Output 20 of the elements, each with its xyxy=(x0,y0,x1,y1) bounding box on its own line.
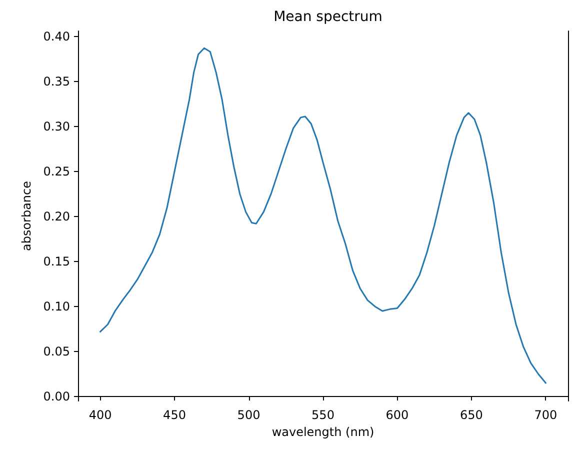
y-tick-label: 0.35 xyxy=(43,74,70,88)
x-tick-label: 550 xyxy=(312,408,334,422)
x-tick-label: 600 xyxy=(386,408,409,422)
x-tick-label: 650 xyxy=(460,408,483,422)
y-tick-label: 0.30 xyxy=(43,119,70,134)
x-axis-title: wavelength (nm) xyxy=(272,424,374,439)
y-tick-label: 0.05 xyxy=(43,344,70,358)
x-tick-label: 400 xyxy=(88,408,112,422)
y-tick-label: 0.10 xyxy=(43,299,70,314)
y-axis-title: absorbance xyxy=(19,180,34,252)
y-tick-label: 0.20 xyxy=(43,209,70,224)
y-tick-label: 0.15 xyxy=(43,254,70,268)
x-tick-label: 700 xyxy=(534,408,558,422)
y-tick-label: 0.25 xyxy=(43,164,70,178)
line-series xyxy=(100,47,546,384)
y-tick-label: 0.40 xyxy=(43,29,70,44)
chart-title: Mean spectrum xyxy=(274,9,382,25)
x-tick-label: 450 xyxy=(163,408,186,422)
x-tick-label: 500 xyxy=(237,408,260,422)
y-tick-label: 0.00 xyxy=(43,390,70,404)
